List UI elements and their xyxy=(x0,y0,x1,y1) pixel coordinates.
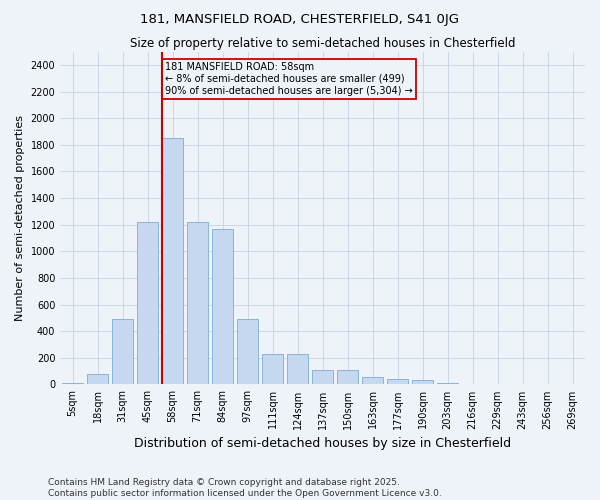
Bar xyxy=(262,354,283,384)
Text: 181 MANSFIELD ROAD: 58sqm
← 8% of semi-detached houses are smaller (499)
90% of : 181 MANSFIELD ROAD: 58sqm ← 8% of semi-d… xyxy=(165,62,413,96)
Bar xyxy=(187,222,208,384)
Bar xyxy=(137,222,158,384)
Text: Contains HM Land Registry data © Crown copyright and database right 2025.
Contai: Contains HM Land Registry data © Crown c… xyxy=(48,478,442,498)
Bar xyxy=(337,370,358,384)
Bar xyxy=(387,379,408,384)
Y-axis label: Number of semi-detached properties: Number of semi-detached properties xyxy=(15,115,25,321)
Bar xyxy=(287,354,308,384)
X-axis label: Distribution of semi-detached houses by size in Chesterfield: Distribution of semi-detached houses by … xyxy=(134,437,511,450)
Bar xyxy=(112,319,133,384)
Bar xyxy=(312,370,333,384)
Bar xyxy=(437,383,458,384)
Text: 181, MANSFIELD ROAD, CHESTERFIELD, S41 0JG: 181, MANSFIELD ROAD, CHESTERFIELD, S41 0… xyxy=(140,12,460,26)
Bar xyxy=(87,374,108,384)
Title: Size of property relative to semi-detached houses in Chesterfield: Size of property relative to semi-detach… xyxy=(130,38,515,51)
Bar xyxy=(162,138,183,384)
Bar xyxy=(212,228,233,384)
Bar xyxy=(362,377,383,384)
Bar xyxy=(412,380,433,384)
Bar xyxy=(62,383,83,384)
Bar xyxy=(237,319,258,384)
